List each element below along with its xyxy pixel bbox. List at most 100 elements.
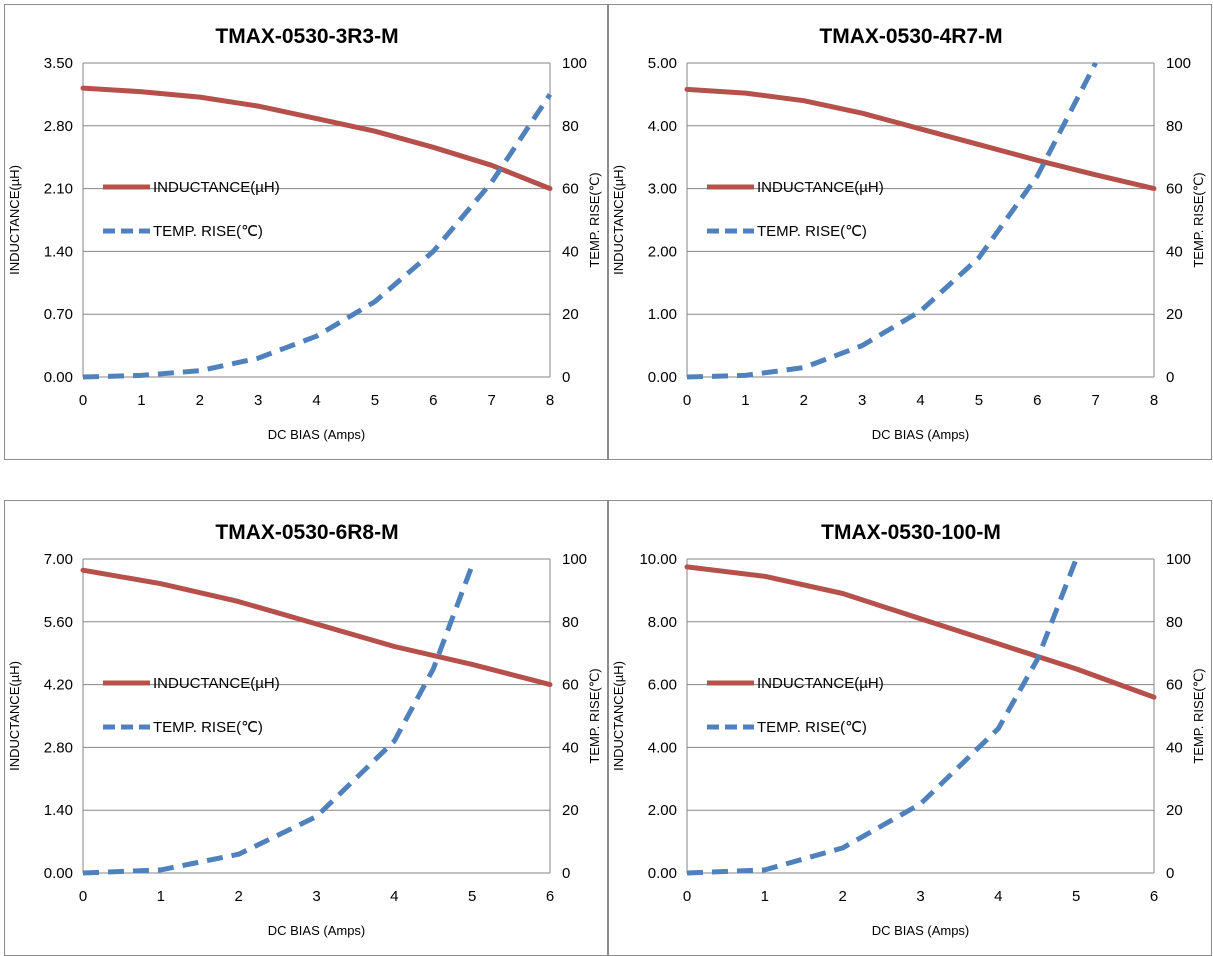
x-tick-label: 3 xyxy=(312,888,320,905)
y-tick-label: 0.00 xyxy=(44,369,73,386)
y-tick-label: 1.40 xyxy=(44,802,73,819)
x-tick-label: 8 xyxy=(1150,392,1158,409)
chart-title: TMAX-0530-3R3-M xyxy=(215,25,398,48)
x-tick-label: 1 xyxy=(741,392,749,409)
x-tick-label: 0 xyxy=(683,888,691,905)
x-tick-label: 5 xyxy=(1072,888,1080,905)
y2-tick-label: 20 xyxy=(562,802,579,819)
x-tick-label: 6 xyxy=(1150,888,1158,905)
y2-axis-label: TEMP. RISE(℃) xyxy=(1191,668,1206,763)
y-tick-label: 3.00 xyxy=(648,181,677,198)
x-tick-label: 0 xyxy=(683,392,691,409)
y-tick-label: 0.00 xyxy=(44,865,73,882)
y2-tick-label: 100 xyxy=(562,551,587,568)
inductance-line xyxy=(80,567,553,688)
y-tick-label: 2.00 xyxy=(648,243,677,260)
y2-tick-label: 20 xyxy=(1166,802,1183,819)
y2-tick-label: 80 xyxy=(562,614,579,631)
x-tick-label: 5 xyxy=(975,392,983,409)
y-axis-label: INDUCTANCE(µH) xyxy=(611,165,626,275)
x-tick-label: 1 xyxy=(761,888,769,905)
y2-tick-label: 60 xyxy=(562,181,579,198)
y2-tick-label: 20 xyxy=(1166,306,1183,323)
y-axis-label: INDUCTANCE(µH) xyxy=(611,661,626,771)
y-tick-label: 0.00 xyxy=(648,369,677,386)
x-axis-label: DC BIAS (Amps) xyxy=(268,923,366,938)
legend-label: INDUCTANCE(µH) xyxy=(153,179,280,196)
y-tick-label: 4.00 xyxy=(648,118,677,135)
y-tick-label: 4.00 xyxy=(648,739,677,756)
x-tick-label: 4 xyxy=(312,392,320,409)
y2-tick-label: 80 xyxy=(1166,118,1183,135)
y-tick-label: 0.70 xyxy=(44,306,73,323)
y2-tick-label: 40 xyxy=(1166,739,1183,756)
chart-svg: TMAX-0530-4R7-M 0.00 1.00 2.00 3.00 4.00 5.00 0… xyxy=(611,25,1206,442)
x-tick-label: 3 xyxy=(858,392,866,409)
x-tick-label: 1 xyxy=(137,392,145,409)
legend-label: INDUCTANCE(µH) xyxy=(757,179,884,196)
y-tick-label: 8.00 xyxy=(648,614,677,631)
x-axis-label: DC BIAS (Amps) xyxy=(268,427,366,442)
legend-label: INDUCTANCE(µH) xyxy=(153,675,280,692)
y2-axis-label: TEMP. RISE(℃) xyxy=(587,668,602,763)
y-axis-label: INDUCTANCE(µH) xyxy=(7,661,22,771)
legend-label: TEMP. RISE(℃) xyxy=(153,223,263,240)
x-tick-label: 7 xyxy=(487,392,495,409)
y2-tick-label: 40 xyxy=(562,739,579,756)
y2-tick-label: 40 xyxy=(1166,243,1183,260)
x-tick-label: 0 xyxy=(79,392,87,409)
inductance-line xyxy=(80,85,553,192)
y2-axis-label: TEMP. RISE(℃) xyxy=(587,172,602,267)
x-tick-label: 4 xyxy=(994,888,1002,905)
chart-panel-3: TMAX-0530-6R8-M 0.00 1.40 2.80 4.20 5.60 7.00 0… xyxy=(4,500,608,956)
x-tick-label: 4 xyxy=(390,888,398,905)
chart-panel-2: TMAX-0530-4R7-M 0.00 1.00 2.00 3.00 4.00 5.00 0… xyxy=(608,4,1212,460)
y-tick-label: 3.50 xyxy=(44,55,73,72)
x-tick-label: 1 xyxy=(157,888,165,905)
y-tick-label: 10.00 xyxy=(639,551,677,568)
y2-tick-label: 100 xyxy=(1166,551,1191,568)
y2-tick-label: 0 xyxy=(562,369,570,386)
y-tick-label: 5.00 xyxy=(648,55,677,72)
legend-label: TEMP. RISE(℃) xyxy=(757,719,867,736)
y-tick-label: 2.80 xyxy=(44,118,73,135)
legend-label: INDUCTANCE(µH) xyxy=(757,675,884,692)
y2-axis-label: TEMP. RISE(℃) xyxy=(1191,172,1206,267)
x-tick-label: 6 xyxy=(546,888,554,905)
x-tick-label: 2 xyxy=(838,888,846,905)
x-tick-label: 0 xyxy=(79,888,87,905)
x-tick-label: 6 xyxy=(1033,392,1041,409)
y-tick-label: 4.20 xyxy=(44,677,73,694)
x-tick-label: 4 xyxy=(916,392,924,409)
inductance-line xyxy=(684,86,1157,192)
chart-title: TMAX-0530-4R7-M xyxy=(819,25,1002,48)
x-axis-label: DC BIAS (Amps) xyxy=(872,923,970,938)
y-tick-label: 7.00 xyxy=(44,551,73,568)
y-tick-label: 2.00 xyxy=(648,802,677,819)
legend-label: TEMP. RISE(℃) xyxy=(757,223,867,240)
y2-tick-label: 60 xyxy=(1166,677,1183,694)
x-tick-label: 6 xyxy=(429,392,437,409)
y2-tick-label: 60 xyxy=(562,677,579,694)
y-tick-label: 0.00 xyxy=(648,865,677,882)
y2-tick-label: 100 xyxy=(1166,55,1191,72)
chart-title: TMAX-0530-100-M xyxy=(821,521,1001,544)
chart-title: TMAX-0530-6R8-M xyxy=(215,521,398,544)
y2-tick-label: 60 xyxy=(1166,181,1183,198)
x-tick-label: 3 xyxy=(254,392,262,409)
legend-label: TEMP. RISE(℃) xyxy=(153,719,263,736)
x-tick-label: 5 xyxy=(371,392,379,409)
x-tick-label: 7 xyxy=(1091,392,1099,409)
y-tick-label: 2.10 xyxy=(44,181,73,198)
x-tick-label: 2 xyxy=(234,888,242,905)
y2-tick-label: 0 xyxy=(1166,865,1174,882)
x-tick-label: 2 xyxy=(800,392,808,409)
y2-tick-label: 40 xyxy=(562,243,579,260)
x-tick-label: 8 xyxy=(546,392,554,409)
y-tick-label: 6.00 xyxy=(648,677,677,694)
y2-tick-label: 80 xyxy=(562,118,579,135)
x-axis-label: DC BIAS (Amps) xyxy=(872,427,970,442)
chart-panel-4: TMAX-0530-100-M 0.00 2.00 4.00 6.00 8.00 10.00… xyxy=(608,500,1212,956)
x-tick-label: 2 xyxy=(196,392,204,409)
x-tick-label: 3 xyxy=(916,888,924,905)
